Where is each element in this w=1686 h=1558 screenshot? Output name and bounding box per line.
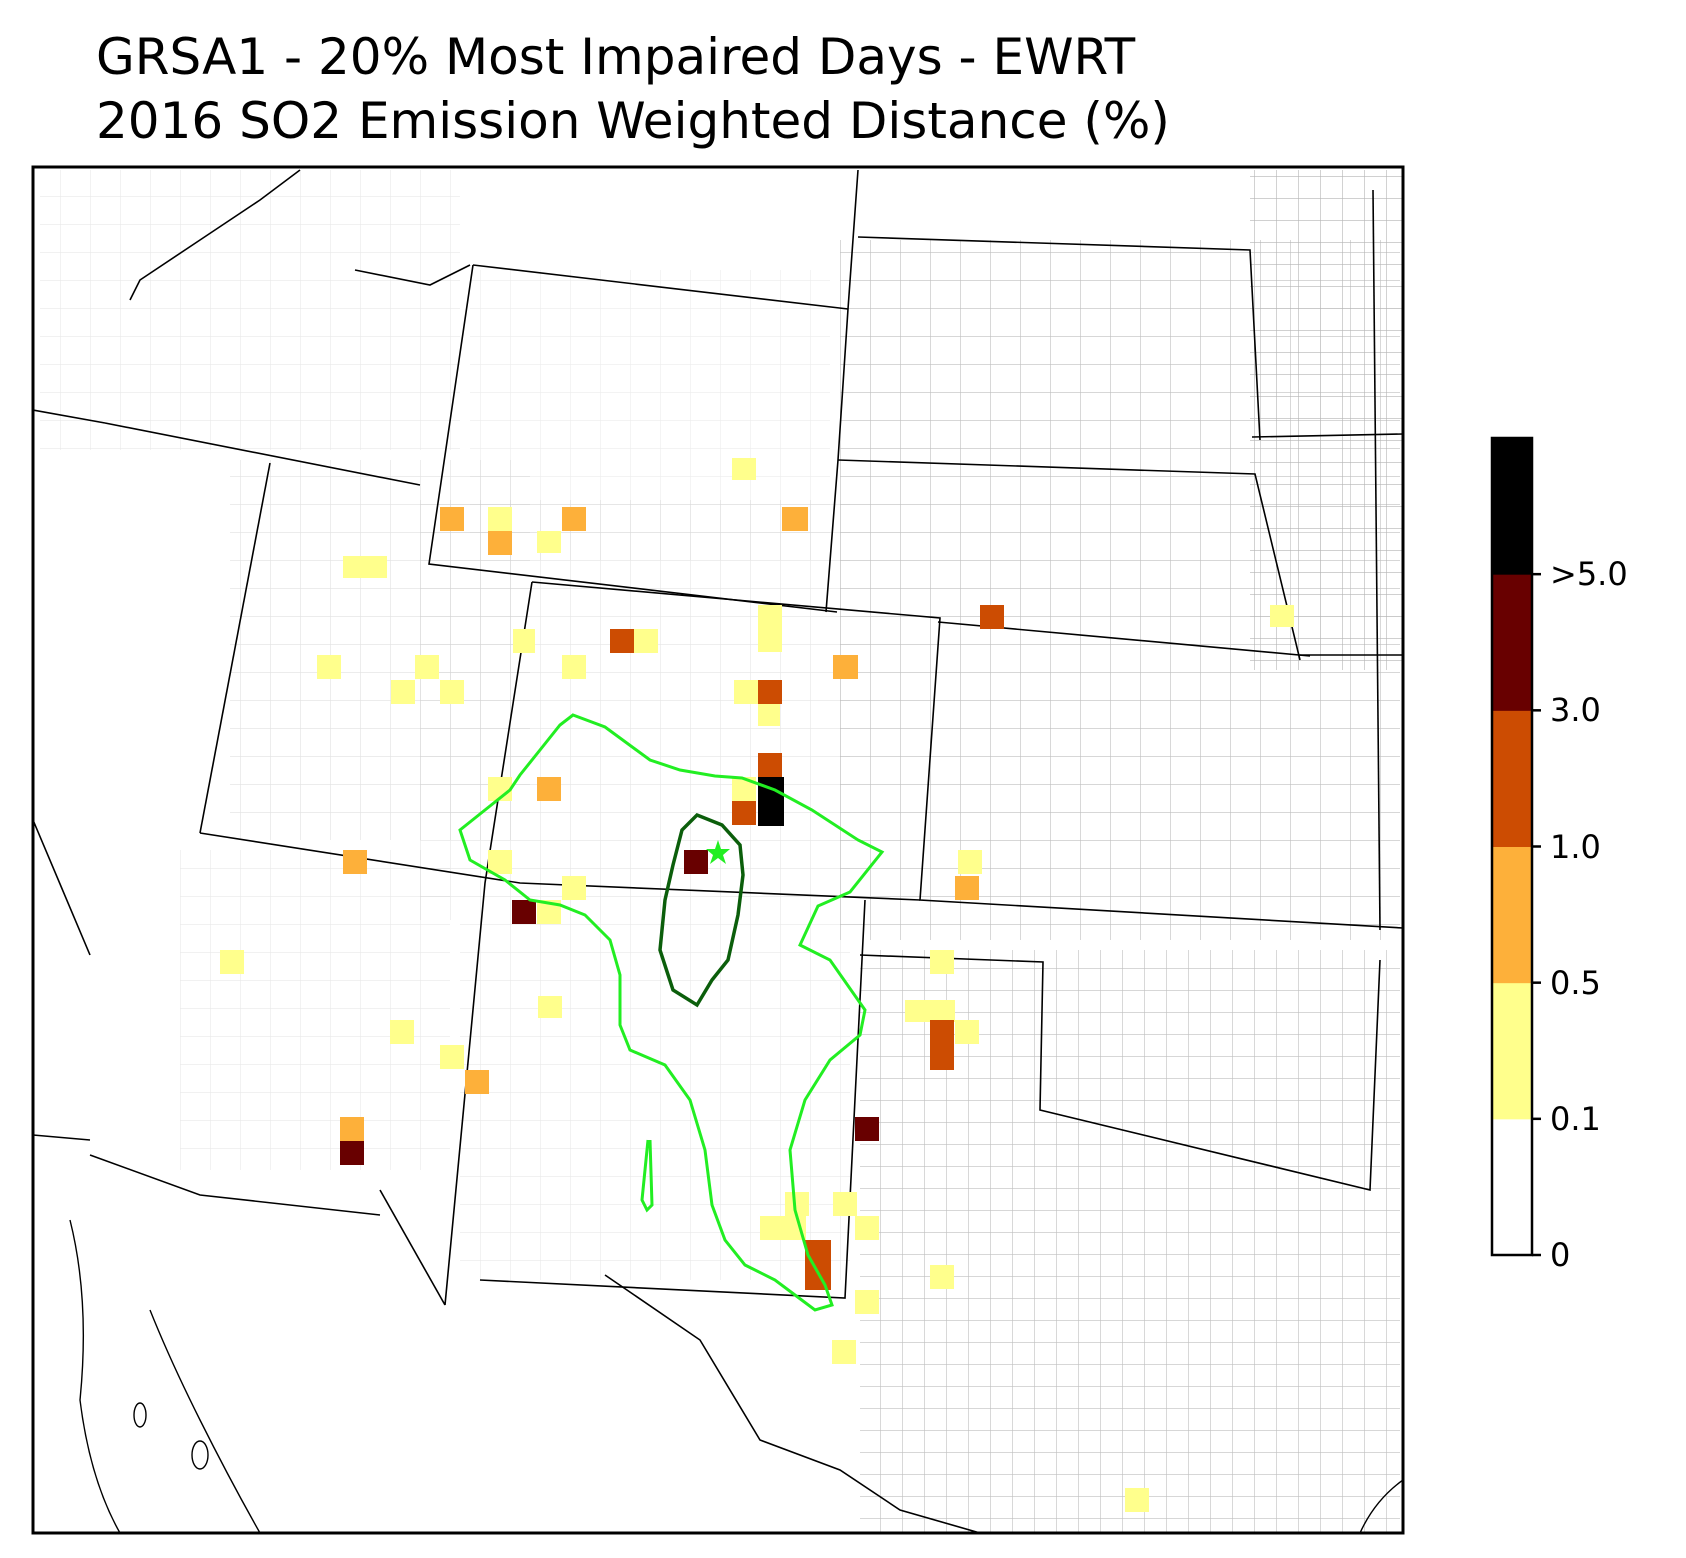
emission-cell	[758, 605, 782, 652]
map-title-line-2: 2016 SO2 Emission Weighted Distance (%)	[96, 92, 1170, 150]
emission-cell	[512, 900, 536, 924]
colorbar-tick-label: 1.0	[1550, 827, 1601, 866]
emission-cell	[562, 655, 586, 679]
emission-cell	[537, 777, 561, 801]
emission-cell	[1270, 605, 1294, 627]
colorbar-tick-label: >5.0	[1550, 555, 1628, 594]
emission-cell	[343, 556, 367, 578]
colorbar-tick-label: 3.0	[1550, 691, 1601, 730]
emission-cell	[758, 680, 782, 704]
emission-cell	[562, 876, 586, 900]
emission-cell	[958, 850, 982, 874]
emission-cell	[488, 850, 512, 874]
emission-cell	[340, 1117, 364, 1141]
star-icon	[706, 840, 730, 864]
emission-cell	[538, 996, 562, 1018]
colorbar-segment	[1492, 982, 1532, 1120]
emission-cell	[684, 850, 708, 874]
state-boundaries	[33, 169, 1403, 1533]
emission-cell	[732, 801, 756, 825]
emission-cell	[220, 950, 244, 974]
county-boundaries	[40, 170, 1403, 1533]
emission-cell	[488, 531, 512, 555]
emission-cell	[415, 655, 439, 679]
colorbar-tick-label: 0.5	[1550, 963, 1601, 1002]
emission-cell	[390, 1020, 414, 1044]
emission-cell	[634, 629, 658, 653]
emission-cell	[758, 753, 782, 777]
emission-cell	[930, 1265, 954, 1289]
emission-cell	[930, 1020, 954, 1070]
emission-cell	[955, 876, 979, 900]
emission-cell	[610, 629, 634, 653]
emission-cell	[440, 1045, 464, 1069]
emission-cell	[782, 507, 808, 531]
emission-cell	[465, 1070, 489, 1094]
map-frame	[31, 165, 1405, 1535]
emission-cell	[1125, 1488, 1149, 1512]
outer-contour	[458, 713, 885, 1312]
emission-cell	[365, 556, 387, 578]
emission-cell	[537, 531, 561, 553]
inner-contour	[658, 812, 745, 1008]
emission-cell	[734, 680, 758, 704]
colorbar-segment	[1492, 710, 1532, 847]
emission-cell	[805, 1240, 831, 1290]
emission-cell	[833, 655, 858, 679]
emission-cell	[955, 1020, 979, 1044]
emission-cell	[732, 458, 756, 480]
emission-cell	[758, 704, 780, 726]
emission-cell	[905, 1000, 955, 1022]
emission-cell	[832, 1340, 856, 1364]
emission-cell	[440, 680, 464, 704]
colorbar	[1490, 436, 1541, 1257]
colorbar-tick-label: 0.1	[1550, 1099, 1601, 1138]
colorbar-segment	[1492, 574, 1532, 711]
coastline	[69, 1219, 1403, 1533]
map-title-line-1: GRSA1 - 20% Most Impaired Days - EWRT	[96, 28, 1136, 86]
emission-cell	[488, 507, 512, 531]
colorbar-segment	[1492, 1118, 1532, 1256]
emission-cell	[391, 680, 415, 704]
outer-contour-lobe	[640, 1139, 654, 1213]
emission-cell	[855, 1216, 879, 1240]
emission-cell	[562, 507, 586, 531]
emission-cell	[855, 1290, 879, 1314]
colorbar-tick-label: 0	[1550, 1236, 1571, 1274]
emission-cell	[440, 507, 464, 531]
emission-cell	[317, 655, 341, 679]
colorbar-segment	[1492, 438, 1532, 575]
emission-cell	[980, 605, 1004, 629]
emission-cell	[343, 850, 367, 874]
emission-cell	[513, 629, 535, 653]
colorbar-segment	[1492, 846, 1532, 984]
emission-cell	[833, 1192, 857, 1216]
emission-cell	[930, 950, 954, 974]
emission-cell	[340, 1141, 364, 1165]
emission-cell	[855, 1117, 879, 1141]
